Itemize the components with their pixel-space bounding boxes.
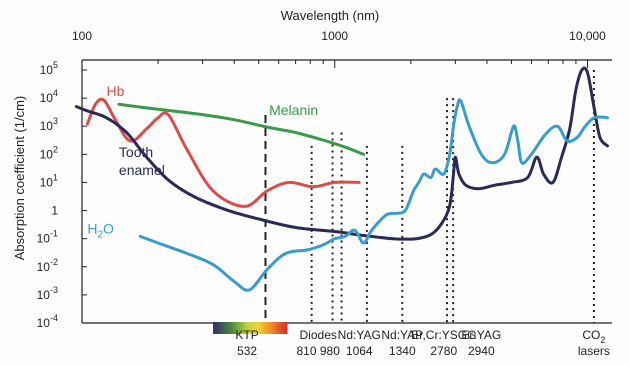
y-tick-label: 102	[40, 144, 58, 161]
series-label-melanin: Melanin	[269, 102, 318, 118]
y-tick-label: 103	[40, 116, 58, 133]
laser-label-name: Diodes	[300, 328, 337, 342]
y-tick-label: 10-4	[37, 313, 58, 330]
laser-label-name: CO2	[582, 328, 605, 345]
y-tick-label: 10-2	[37, 257, 58, 274]
laser-label-name: KTP	[235, 328, 258, 342]
series-line-h2o	[138, 98, 609, 292]
series-line-tooth-enamel	[74, 66, 609, 241]
laser-label-wavelength: lasers	[578, 344, 610, 358]
laser-label-wavelength: 2780	[430, 344, 457, 358]
visible-spectrum-bar	[213, 322, 288, 334]
laser-label-name: Nd:YAG	[338, 328, 381, 342]
y-tick-label: 101	[40, 172, 58, 189]
laser-label-wavelength: 2940	[468, 344, 495, 358]
laser-labels: KTP 532 Diodes 810 980 Nd:YAG 1064 Nd:YAP 1340 E…	[235, 328, 609, 358]
laser-label-wavelength: 1340	[389, 344, 416, 358]
x-ticks: 100 1000 10,000	[72, 29, 606, 68]
x-tick-label: 100	[72, 29, 92, 43]
series-label-h2o: H2O	[87, 221, 114, 241]
y-ticks: 105 104 103 102 101 1 10-1 10-2 10-3 10-4	[37, 60, 87, 330]
x-tick-label: 10,000	[569, 29, 606, 43]
laser-label-name: Nd:YAP	[381, 328, 423, 342]
series-line-hb	[85, 97, 361, 208]
axis-frame	[81, 59, 612, 324]
laser-label-name: Er,Cr:YSGG	[411, 328, 476, 342]
y-tick-label: 1	[51, 204, 58, 218]
series-line-melanin	[117, 102, 366, 156]
x-axis-title: Wavelength (nm)	[281, 8, 380, 23]
y-axis-title: Absorption coefficient (1/cm)	[12, 96, 27, 261]
series-group	[74, 66, 609, 292]
laser-label-wavelength: 810 980	[297, 344, 341, 358]
series-labels: Hb Melanin Tooth enamel H2O	[87, 83, 318, 241]
spectrum-gradient	[213, 322, 288, 334]
y-tick-label: 10-1	[37, 229, 58, 246]
series-label-hb: Hb	[106, 83, 124, 99]
laser-label-wavelength: 1064	[346, 344, 373, 358]
laser-label-name: Er:YAG	[461, 328, 501, 342]
x-tick-label: 1000	[321, 29, 348, 43]
y-tick-label: 104	[40, 88, 58, 105]
y-tick-label: 10-3	[37, 285, 58, 302]
y-tick-label: 105	[40, 60, 58, 77]
laser-label-wavelength: 532	[237, 344, 257, 358]
series-label-tooth-enamel: Tooth enamel	[119, 144, 165, 178]
